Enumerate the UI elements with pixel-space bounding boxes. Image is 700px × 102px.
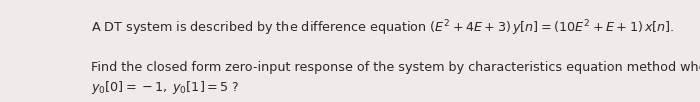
Text: Find the closed form zero-input response of the system by characteristics equati: Find the closed form zero-input response… bbox=[91, 61, 700, 74]
Text: A DT system is described by the difference equation $(E^2+4E+3)\,y[n]=(10E^2+E+1: A DT system is described by the differen… bbox=[91, 18, 675, 38]
Text: $y_0[0]=-1,\; y_0[1]=5\;?$: $y_0[0]=-1,\; y_0[1]=5\;?$ bbox=[91, 79, 239, 96]
